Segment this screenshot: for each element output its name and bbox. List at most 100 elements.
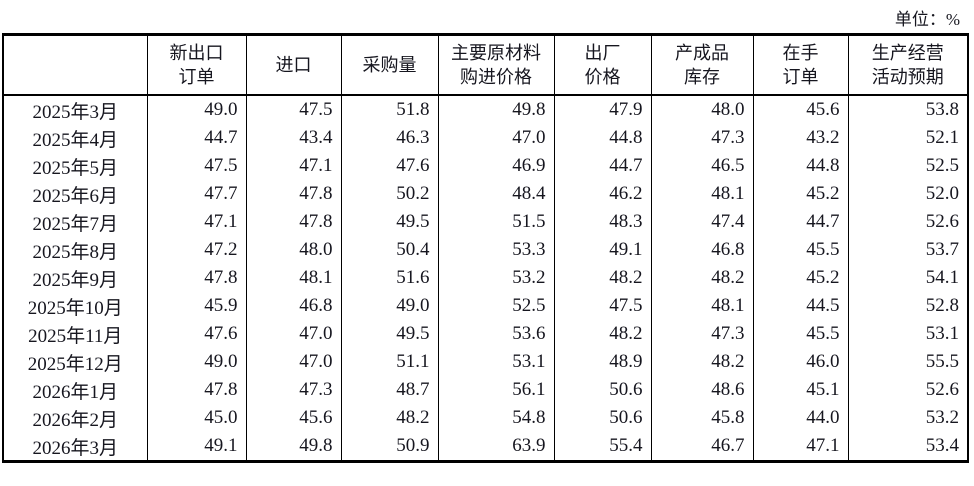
value-cell: 44.5 (752, 292, 849, 320)
value-cell: 47.8 (146, 264, 247, 292)
value-cell: 45.6 (245, 404, 342, 432)
value-cell: 47.8 (245, 180, 342, 208)
value-cell: 49.1 (553, 236, 652, 264)
month-label-cell: 2025年10月 (2, 292, 148, 320)
month-label-cell: 2026年1月 (2, 376, 148, 404)
table-row: 2025年4月 44.7 43.4 46.3 47.0 44.8 47.3 43.2 52.1 (2, 124, 969, 152)
value-cell: 55.4 (553, 432, 652, 462)
value-cell: 44.7 (146, 124, 247, 152)
column-header-ex-factory-prices: 出厂 价格 (553, 34, 652, 96)
value-cell: 47.0 (245, 320, 342, 348)
value-cell: 45.6 (752, 95, 849, 124)
table-row: 2025年6月 47.7 47.8 50.2 48.4 46.2 48.1 45.2 52.0 (2, 180, 969, 208)
value-cell: 51.8 (340, 95, 439, 124)
value-cell: 52.6 (847, 208, 969, 236)
value-cell: 45.9 (146, 292, 247, 320)
value-cell: 46.2 (553, 180, 652, 208)
value-cell: 53.2 (437, 264, 555, 292)
value-cell: 53.3 (437, 236, 555, 264)
value-cell: 44.0 (752, 404, 849, 432)
value-cell: 46.8 (245, 292, 342, 320)
value-cell: 51.5 (437, 208, 555, 236)
table-header: 新出口 订单 进口 采购量 主要原材料 购进价格 出厂 价格 产成品 库存 在手 订单 生产经营 活动预期 (2, 34, 969, 96)
value-cell: 47.4 (650, 208, 754, 236)
value-cell: 55.5 (847, 348, 969, 376)
value-cell: 47.3 (650, 320, 754, 348)
value-cell: 47.1 (752, 432, 849, 462)
table-row: 2025年12月 49.0 47.0 51.1 53.1 48.9 48.2 46.0 55.5 (2, 348, 969, 376)
value-cell: 49.8 (245, 432, 342, 462)
value-cell: 47.5 (146, 152, 247, 180)
table-row: 2025年11月 47.6 47.0 49.5 53.6 48.2 47.3 45.5 53.1 (2, 320, 969, 348)
value-cell: 47.6 (146, 320, 247, 348)
value-cell: 47.3 (245, 376, 342, 404)
value-cell: 49.0 (146, 348, 247, 376)
table-body: 2025年3月 49.0 47.5 51.8 49.8 47.9 48.0 45.6 53.8 2… (2, 95, 969, 462)
value-cell: 48.1 (650, 180, 754, 208)
pmi-subindices-table: 新出口 订单 进口 采购量 主要原材料 购进价格 出厂 价格 产成品 库存 在手 订单 生产经营 活动预期… (2, 33, 969, 463)
value-cell: 50.6 (553, 376, 652, 404)
value-cell: 48.9 (553, 348, 652, 376)
value-cell: 46.5 (650, 152, 754, 180)
value-cell: 48.0 (650, 95, 754, 124)
month-label-cell: 2025年5月 (2, 152, 148, 180)
value-cell: 49.0 (146, 95, 247, 124)
value-cell: 48.2 (650, 264, 754, 292)
value-cell: 53.4 (847, 432, 969, 462)
value-cell: 45.1 (752, 376, 849, 404)
value-cell: 49.5 (340, 320, 439, 348)
value-cell: 53.1 (437, 348, 555, 376)
value-cell: 48.4 (437, 180, 555, 208)
value-cell: 53.1 (847, 320, 969, 348)
value-cell: 46.3 (340, 124, 439, 152)
value-cell: 50.6 (553, 404, 652, 432)
month-label-cell: 2025年11月 (2, 320, 148, 348)
table-header-row: 新出口 订单 进口 采购量 主要原材料 购进价格 出厂 价格 产成品 库存 在手 订单 生产经营 活动预期 (2, 34, 969, 96)
value-cell: 48.2 (340, 404, 439, 432)
value-cell: 47.7 (146, 180, 247, 208)
value-cell: 50.4 (340, 236, 439, 264)
month-label-cell: 2026年2月 (2, 404, 148, 432)
value-cell: 47.2 (146, 236, 247, 264)
value-cell: 54.1 (847, 264, 969, 292)
table-row: 2026年3月 49.1 49.8 50.9 63.9 55.4 46.7 47.1 53.4 (2, 432, 969, 462)
value-cell: 49.0 (340, 292, 439, 320)
value-cell: 48.2 (553, 320, 652, 348)
value-cell: 52.6 (847, 376, 969, 404)
value-cell: 44.7 (553, 152, 652, 180)
value-cell: 52.1 (847, 124, 969, 152)
column-header-purchasing-volume: 采购量 (340, 34, 439, 96)
value-cell: 48.2 (650, 348, 754, 376)
column-header-orders-in-hand: 在手 订单 (752, 34, 849, 96)
value-cell: 45.5 (752, 320, 849, 348)
month-label-cell: 2025年9月 (2, 264, 148, 292)
value-cell: 43.2 (752, 124, 849, 152)
value-cell: 53.7 (847, 236, 969, 264)
value-cell: 52.0 (847, 180, 969, 208)
table-row: 2026年1月 47.8 47.3 48.7 56.1 50.6 48.6 45.1 52.6 (2, 376, 969, 404)
value-cell: 46.0 (752, 348, 849, 376)
value-cell: 47.3 (650, 124, 754, 152)
value-cell: 46.9 (437, 152, 555, 180)
value-cell: 48.7 (340, 376, 439, 404)
month-label-cell: 2025年12月 (2, 348, 148, 376)
table-row: 2025年9月 47.8 48.1 51.6 53.2 48.2 48.2 45.2 54.1 (2, 264, 969, 292)
column-header-main-raw-material-purchase-prices: 主要原材料 购进价格 (437, 34, 555, 96)
value-cell: 45.8 (650, 404, 754, 432)
value-cell: 47.6 (340, 152, 439, 180)
value-cell: 47.8 (245, 208, 342, 236)
table-row: 2026年2月 45.0 45.6 48.2 54.8 50.6 45.8 44.0 53.2 (2, 404, 969, 432)
month-label-cell: 2025年3月 (2, 95, 148, 124)
value-cell: 47.8 (146, 376, 247, 404)
value-cell: 53.2 (847, 404, 969, 432)
value-cell: 45.5 (752, 236, 849, 264)
month-label-cell: 2026年3月 (2, 432, 148, 462)
value-cell: 51.6 (340, 264, 439, 292)
value-cell: 44.8 (553, 124, 652, 152)
value-cell: 48.0 (245, 236, 342, 264)
value-cell: 63.9 (437, 432, 555, 462)
table-row: 2025年10月 45.9 46.8 49.0 52.5 47.5 48.1 44.5 52.8 (2, 292, 969, 320)
value-cell: 45.0 (146, 404, 247, 432)
value-cell: 53.8 (847, 95, 969, 124)
